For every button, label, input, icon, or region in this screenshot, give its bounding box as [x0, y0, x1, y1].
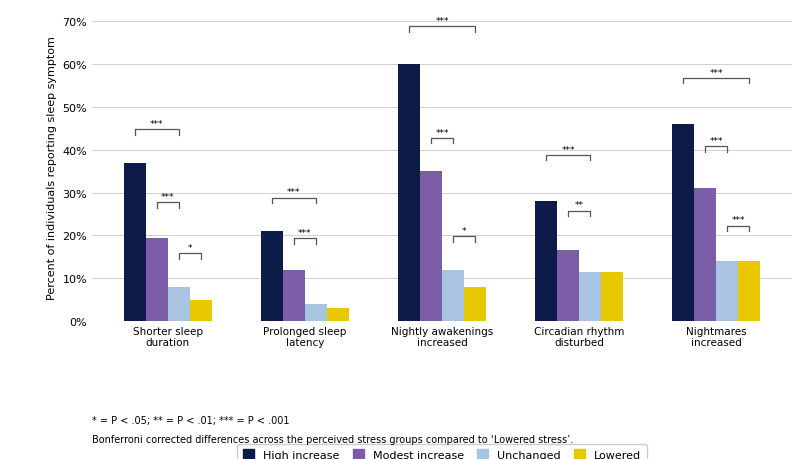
Text: ***: *** [710, 137, 723, 146]
Text: ***: *** [435, 128, 449, 137]
Bar [738, 262, 760, 321]
Text: * = P < .05; ** = P < .01; *** = P < .001: * = P < .05; ** = P < .01; *** = P < .00… [92, 415, 290, 425]
Bar [673, 125, 694, 321]
Bar [168, 287, 190, 321]
Text: *: * [462, 226, 466, 235]
Legend: High increase, Modest increase, Unchanged, Lowered: High increase, Modest increase, Unchange… [238, 444, 646, 459]
Bar [420, 172, 442, 321]
Text: ***: *** [435, 17, 449, 26]
Text: ***: *** [731, 216, 745, 225]
Bar [716, 262, 738, 321]
Bar [579, 272, 601, 321]
Bar [464, 287, 486, 321]
Text: ***: *** [161, 192, 174, 202]
Bar [146, 238, 168, 321]
Bar [305, 304, 326, 321]
Bar [261, 232, 283, 321]
Bar [694, 189, 716, 321]
Text: ***: *** [287, 188, 301, 197]
Text: ***: *** [298, 229, 312, 238]
Text: Bonferroni corrected differences across the perceived stress groups compared to : Bonferroni corrected differences across … [92, 434, 574, 444]
Bar [190, 300, 211, 321]
Bar [601, 272, 623, 321]
Bar [124, 163, 146, 321]
Y-axis label: Percent of individuals reporting sleep symptom: Percent of individuals reporting sleep s… [47, 36, 57, 299]
Text: ***: *** [150, 120, 163, 129]
Text: **: ** [574, 201, 584, 210]
Bar [558, 251, 579, 321]
Bar [398, 65, 420, 321]
Bar [326, 308, 349, 321]
Bar [535, 202, 558, 321]
Text: ***: *** [710, 68, 723, 78]
Bar [283, 270, 305, 321]
Bar [442, 270, 464, 321]
Text: ***: *** [562, 146, 575, 154]
Text: *: * [187, 244, 192, 252]
